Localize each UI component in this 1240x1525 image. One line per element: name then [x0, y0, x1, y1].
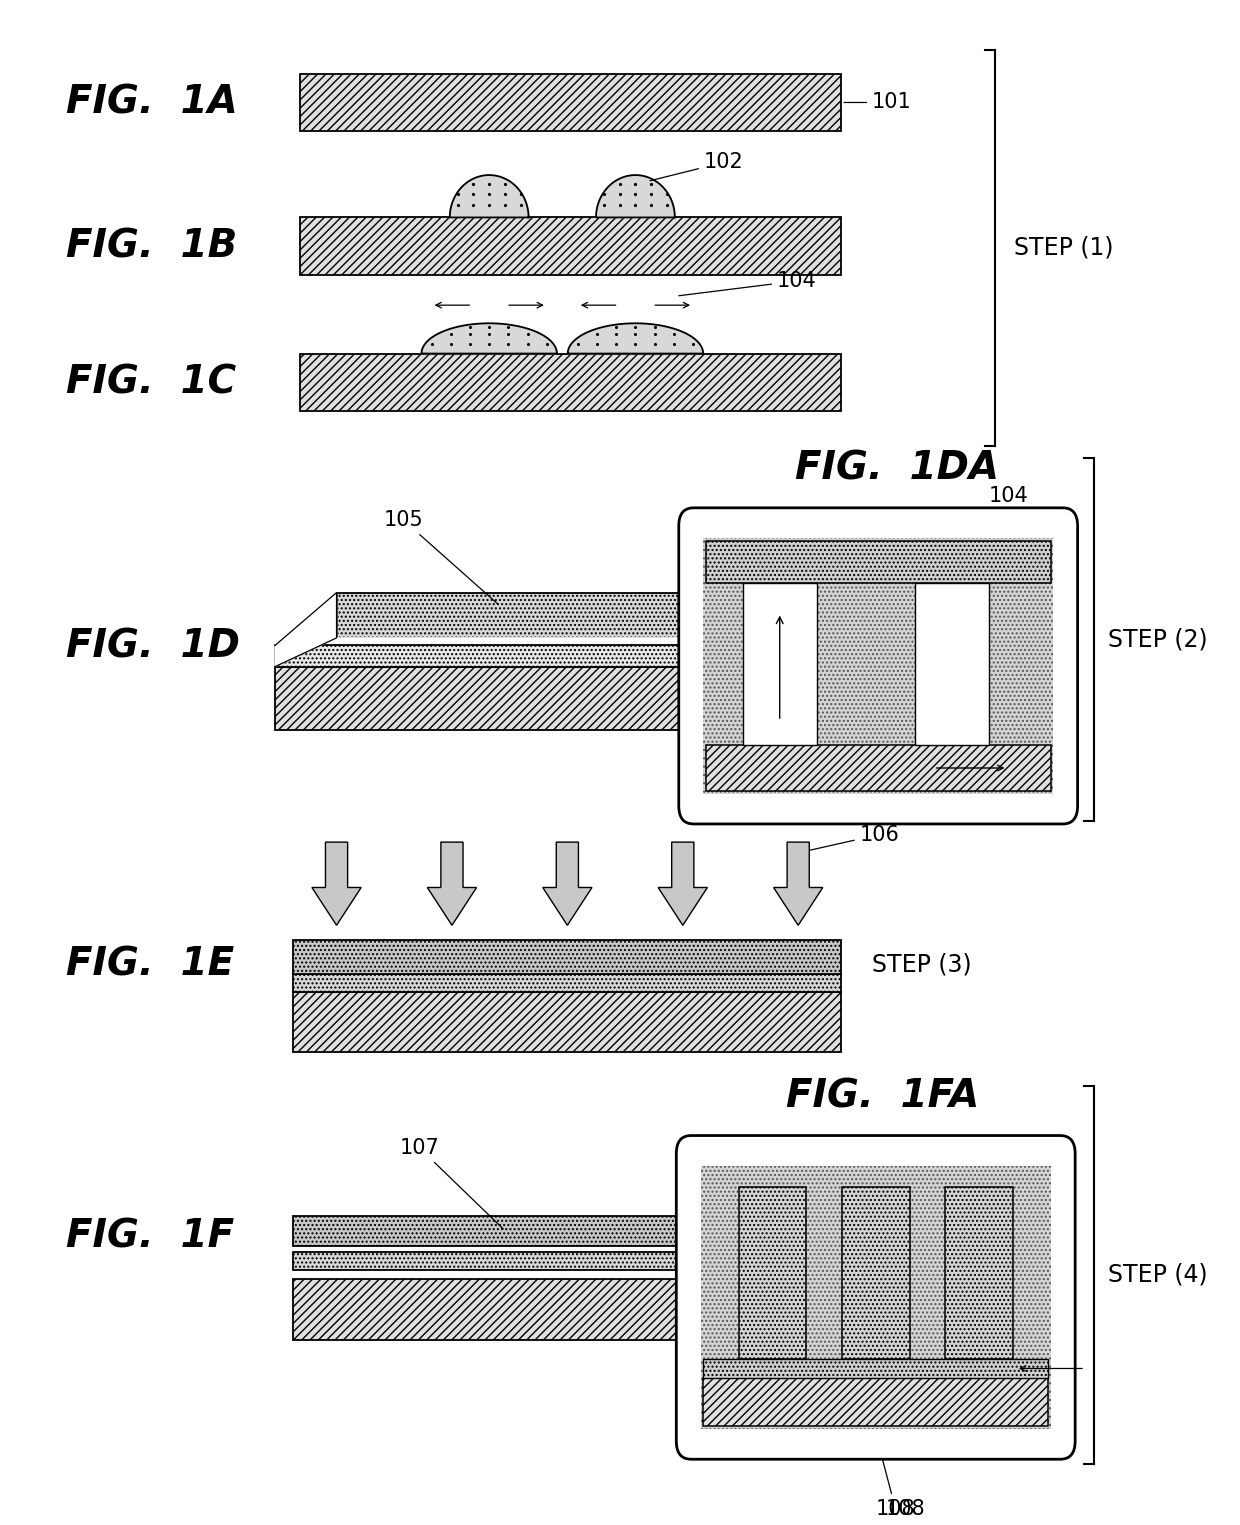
Bar — [294, 1252, 823, 1270]
Text: 106: 106 — [795, 825, 899, 854]
Polygon shape — [428, 842, 476, 926]
Text: FIG.  1DA: FIG. 1DA — [795, 450, 998, 488]
Bar — [945, 1186, 1013, 1359]
Bar — [300, 354, 841, 412]
Bar — [703, 1359, 1048, 1377]
Text: 108: 108 — [875, 1437, 915, 1519]
Text: 101: 101 — [844, 93, 911, 113]
Text: 104: 104 — [961, 486, 1029, 546]
Text: FIG.  1F: FIG. 1F — [66, 1218, 234, 1257]
Text: STEP (3): STEP (3) — [872, 953, 972, 976]
Bar — [739, 1186, 806, 1359]
Text: 108: 108 — [885, 1499, 925, 1519]
Text: FIG.  1A: FIG. 1A — [66, 84, 238, 122]
Bar — [703, 538, 1053, 793]
Bar — [275, 645, 841, 666]
Bar — [294, 973, 841, 991]
Polygon shape — [275, 593, 336, 666]
Text: 104: 104 — [678, 271, 817, 296]
Polygon shape — [543, 842, 591, 926]
Bar — [915, 584, 990, 746]
Text: FIG.  1E: FIG. 1E — [66, 946, 234, 984]
Bar — [842, 1186, 910, 1359]
Text: FIG.  1FA: FIG. 1FA — [786, 1077, 980, 1115]
Text: STEP (2): STEP (2) — [1109, 627, 1208, 651]
Bar — [300, 73, 841, 131]
Bar — [706, 541, 1050, 584]
Bar — [701, 1165, 1050, 1429]
FancyBboxPatch shape — [678, 508, 1078, 824]
Text: FIG.  1B: FIG. 1B — [66, 227, 237, 265]
Text: 107: 107 — [399, 1138, 503, 1229]
Bar — [703, 1377, 1048, 1426]
Text: 105: 105 — [383, 509, 498, 604]
FancyBboxPatch shape — [676, 1136, 1075, 1459]
Polygon shape — [774, 842, 823, 926]
Bar — [294, 1215, 823, 1246]
Bar — [294, 991, 841, 1052]
Text: 102: 102 — [650, 152, 744, 181]
Text: STEP (1): STEP (1) — [1013, 236, 1114, 259]
Text: FIG.  1D: FIG. 1D — [66, 628, 239, 666]
Bar — [706, 746, 1050, 790]
Polygon shape — [450, 175, 528, 218]
Bar — [294, 941, 841, 973]
Bar — [294, 1279, 823, 1340]
Polygon shape — [312, 842, 361, 926]
Text: FIG.  1C: FIG. 1C — [66, 363, 236, 401]
Bar — [300, 218, 841, 274]
Polygon shape — [568, 323, 703, 354]
Bar — [336, 593, 805, 637]
Polygon shape — [596, 175, 675, 218]
Bar — [275, 666, 841, 730]
Text: STEP (4): STEP (4) — [1109, 1263, 1208, 1287]
Bar — [743, 584, 817, 746]
Polygon shape — [658, 842, 707, 926]
Polygon shape — [422, 323, 557, 354]
